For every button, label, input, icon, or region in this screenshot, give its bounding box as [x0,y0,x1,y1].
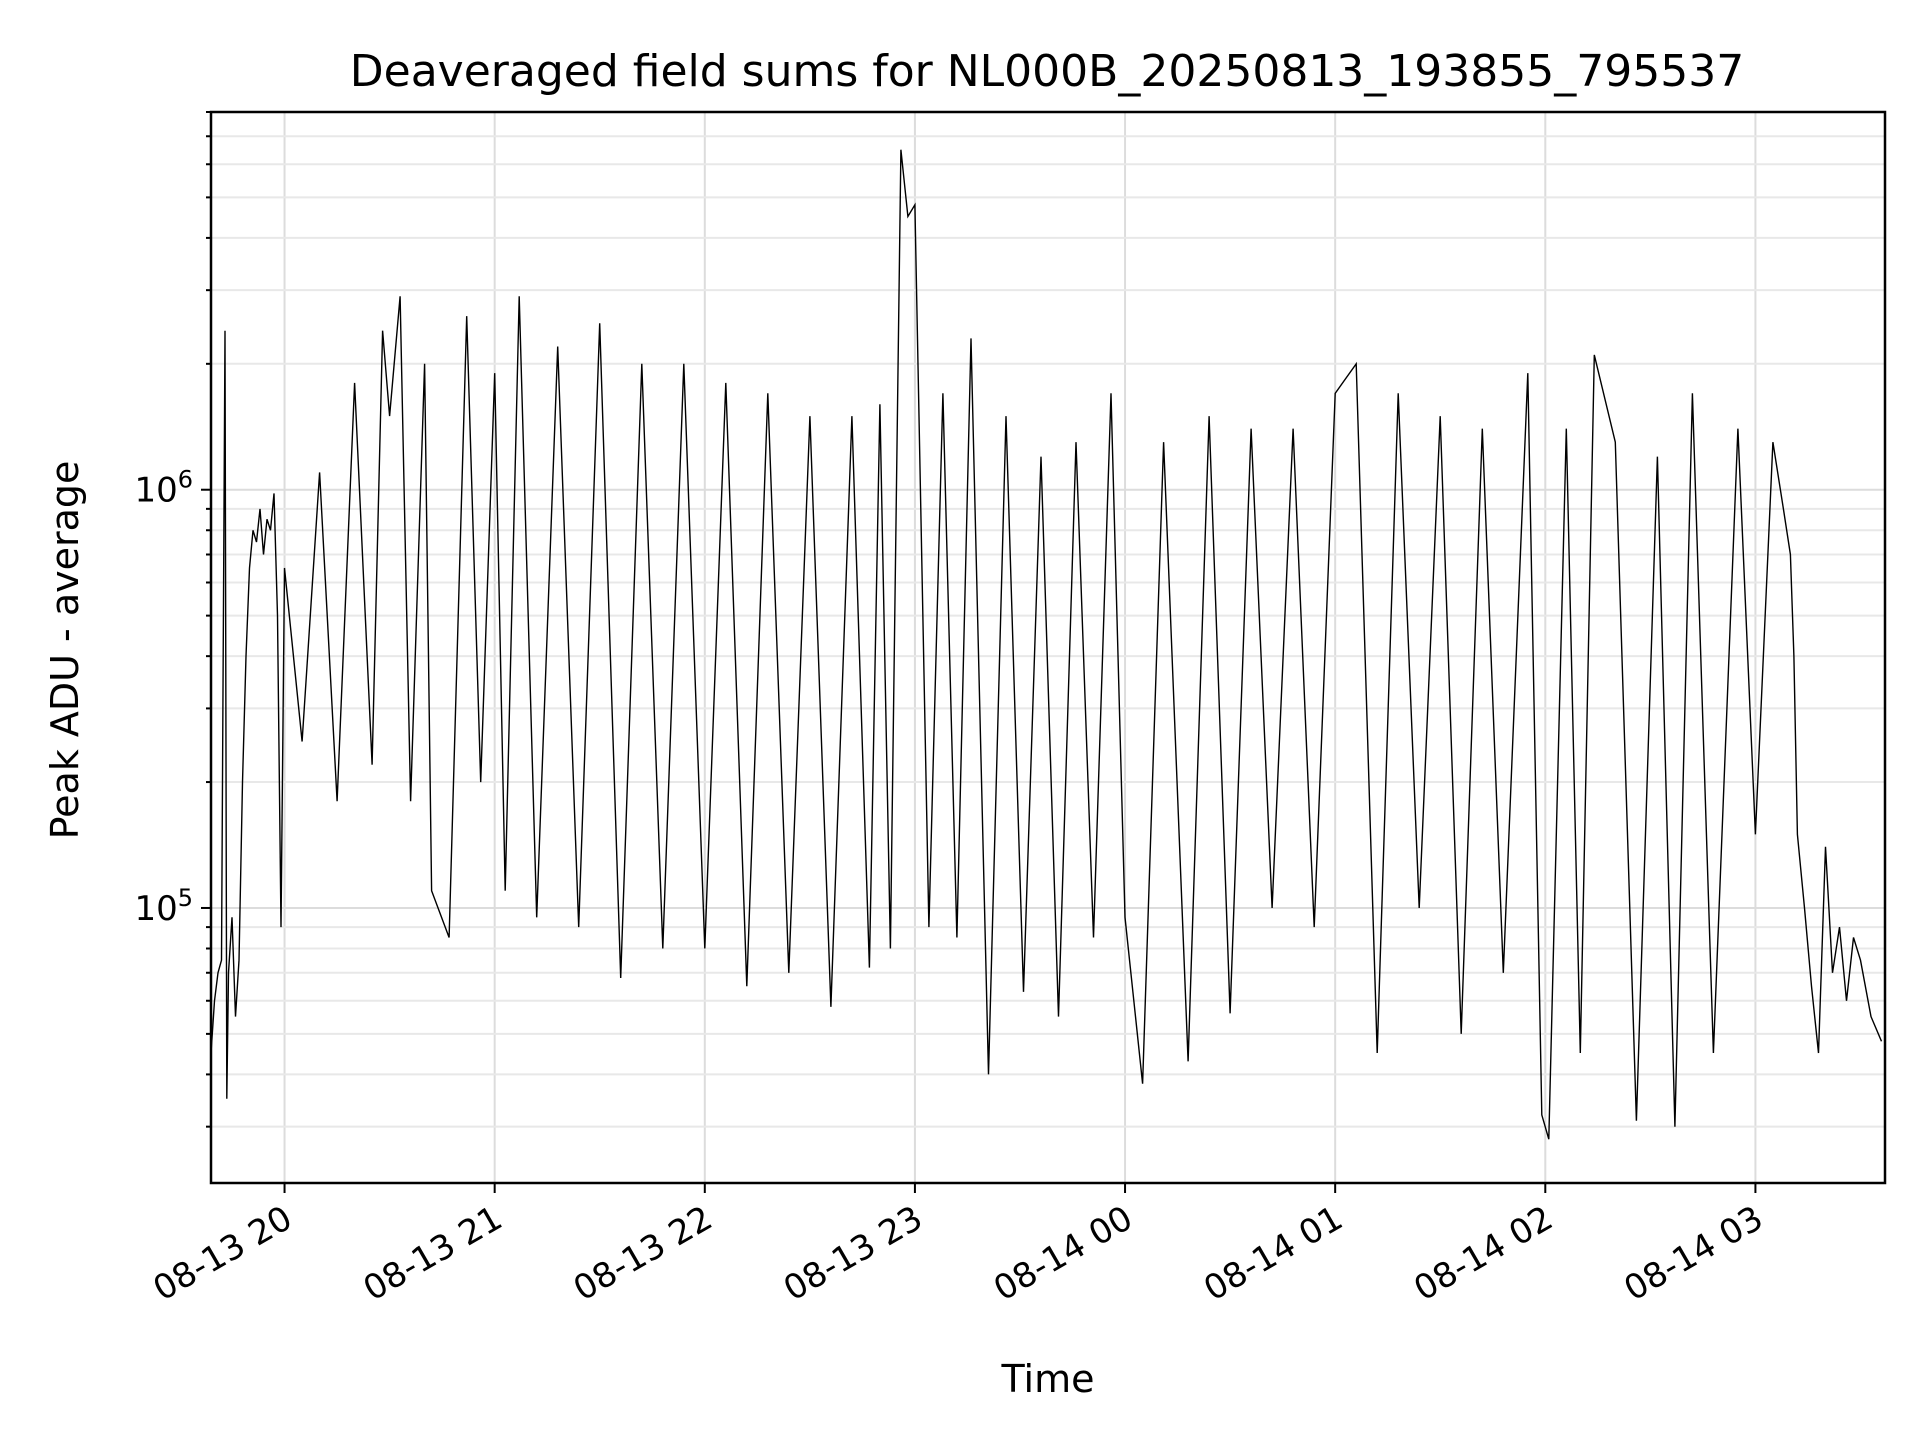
y-axis-label: Peak ADU - average [43,461,87,840]
y-tick-label: 105 [134,884,193,929]
series-line [210,149,1883,1140]
plot-frame [209,110,1887,1185]
plot-area [210,149,1883,1140]
x-axis-label: Time [1001,1357,1095,1401]
grid [211,111,1885,1183]
y-tick-label: 106 [134,466,193,511]
chart-title: Deaveraged field sums for NL000B_2025081… [350,46,1744,97]
